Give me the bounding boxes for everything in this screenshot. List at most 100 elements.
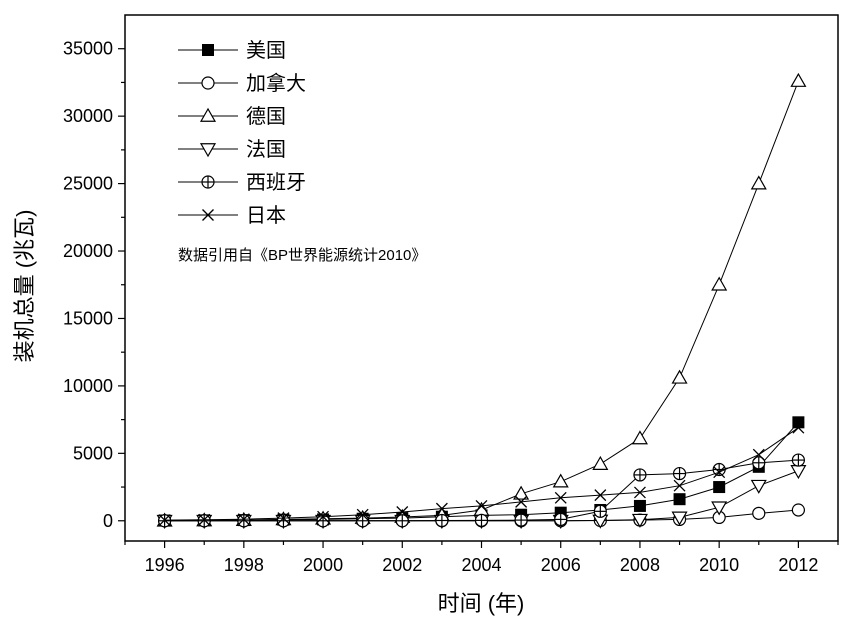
data-point	[158, 514, 171, 527]
data-point-b	[277, 512, 290, 525]
data-point	[356, 508, 369, 521]
data-point	[672, 466, 687, 481]
x-tick-label: 1998	[224, 555, 264, 575]
legend-label: 德国	[246, 105, 286, 128]
data-point	[711, 276, 728, 291]
series-6	[158, 421, 805, 527]
plot-frame	[124, 14, 839, 542]
data-point	[790, 72, 807, 87]
data-point	[594, 489, 607, 502]
data-point-b	[752, 448, 765, 461]
data-point	[513, 485, 530, 500]
legend-item: 德国	[178, 105, 286, 128]
data-point-b	[515, 495, 528, 508]
data-point	[554, 512, 568, 527]
data-point	[752, 456, 766, 470]
data-point	[791, 503, 805, 517]
data-point-b	[356, 508, 369, 521]
data-point	[554, 491, 567, 504]
legend-label: 日本	[246, 204, 286, 227]
legend-marker	[202, 44, 214, 56]
data-point	[792, 421, 805, 434]
data-point	[792, 416, 805, 429]
x-tick-label: 2002	[382, 555, 422, 575]
data-point	[356, 514, 370, 528]
legend-marker	[199, 107, 217, 122]
data-point	[791, 453, 805, 467]
data-point	[713, 466, 726, 479]
series-group	[156, 72, 807, 529]
data-point	[277, 512, 290, 525]
y-tick-label: 35000	[63, 39, 113, 59]
data-point	[317, 510, 330, 523]
data-point	[593, 504, 607, 518]
x-tick-label: 2010	[699, 555, 739, 575]
legend-label: 加拿大	[246, 71, 306, 95]
data-point-b	[554, 491, 567, 504]
data-point-b	[396, 506, 409, 518]
data-point-b	[713, 466, 726, 479]
legend-marker	[201, 175, 215, 189]
data-point-b	[475, 499, 488, 512]
data-point	[474, 513, 489, 527]
data-point	[673, 493, 686, 506]
data-point-b	[317, 510, 330, 523]
legend-item: 法国	[178, 138, 286, 161]
y-tick-label: 20000	[63, 241, 113, 261]
data-point	[514, 513, 528, 527]
data-point	[435, 513, 449, 528]
x-tick-label: 2000	[303, 555, 343, 575]
data-point-b	[435, 502, 448, 515]
legend-item: 日本	[178, 204, 286, 227]
data-point-b	[594, 489, 607, 502]
data-point-b	[792, 421, 805, 434]
data-point	[752, 448, 765, 461]
data-point	[713, 481, 726, 494]
legend-marker	[199, 143, 217, 158]
x-tick-label: 1996	[145, 555, 185, 575]
data-point	[515, 495, 528, 508]
data-point	[237, 514, 251, 528]
data-point	[633, 486, 646, 499]
data-point	[633, 499, 646, 512]
legend-item: 西班牙	[178, 171, 306, 194]
source-annotation: 数据引用自《BP世界能源统计2010》	[178, 247, 426, 264]
data-point	[750, 479, 767, 494]
data-point	[752, 506, 766, 520]
x-tick-label: 2004	[461, 555, 501, 575]
data-point	[276, 514, 291, 528]
y-tick-label: 10000	[63, 376, 113, 396]
x-axis-title: 时间 (年)	[438, 591, 525, 616]
data-point	[197, 514, 211, 528]
data-point	[790, 465, 807, 480]
x-tick-label: 2006	[541, 555, 581, 575]
y-tick-label: 30000	[63, 106, 113, 126]
legend-item: 加拿大	[178, 71, 306, 95]
data-point	[552, 473, 569, 488]
y-tick-label: 5000	[73, 443, 113, 463]
legend-item: 美国	[178, 39, 286, 62]
data-point-b	[158, 514, 171, 527]
y-tick-label: 0	[103, 511, 113, 531]
legend-marker	[201, 76, 215, 90]
data-point	[237, 513, 250, 526]
data-point	[435, 502, 448, 515]
data-point	[633, 468, 647, 482]
legend-marker	[202, 209, 214, 221]
data-point	[631, 430, 648, 445]
legend-marker-b	[202, 209, 214, 221]
data-point-b	[673, 479, 686, 492]
data-point	[750, 175, 767, 190]
data-point	[475, 499, 488, 512]
data-point-b	[198, 513, 211, 526]
data-point	[671, 369, 688, 384]
data-point	[631, 513, 648, 528]
x-tick-label: 2012	[778, 555, 818, 575]
y-axis-title: 装机总量 (兆瓦)	[12, 210, 37, 363]
y-tick-label: 15000	[63, 308, 113, 328]
data-point	[198, 513, 211, 526]
data-point	[673, 479, 686, 492]
legend-label: 美国	[246, 39, 286, 62]
